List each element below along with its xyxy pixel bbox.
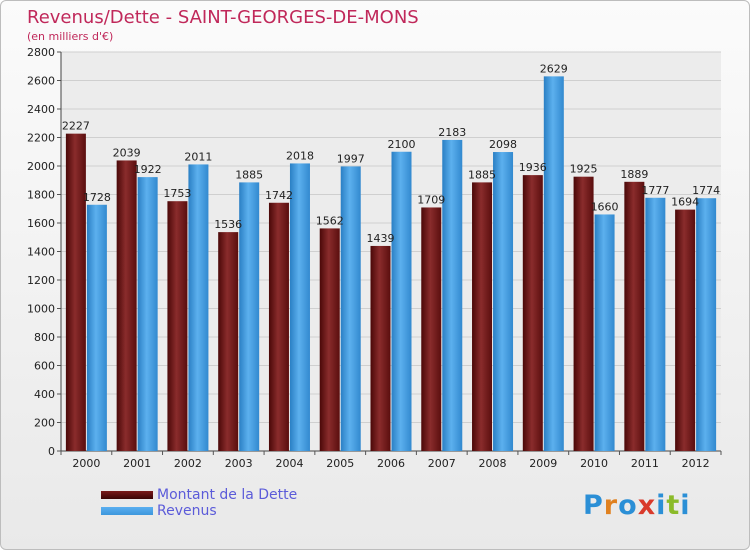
bar-revenus: [86, 204, 107, 451]
logo-letter: t: [666, 490, 681, 521]
chart-subtitle: (en milliers d'€): [27, 30, 114, 43]
bar-revenus: [391, 151, 412, 451]
data-label-revenus: 1728: [83, 191, 111, 204]
data-label-revenus: 1777: [641, 184, 669, 197]
bar-revenus: [696, 198, 717, 451]
data-label-revenus: 2183: [438, 126, 466, 139]
bar-revenus: [239, 182, 260, 451]
y-tick-label: 1000: [27, 303, 55, 316]
bar-dette: [65, 133, 86, 451]
bar-revenus: [340, 166, 361, 452]
y-tick-label: 1600: [27, 217, 55, 230]
bar-dette: [472, 182, 493, 451]
y-tick-label: 200: [34, 417, 55, 430]
data-label-revenus: 1997: [337, 152, 365, 165]
y-tick-label: 2800: [27, 46, 55, 59]
bar-revenus: [543, 76, 564, 452]
data-label-dette: 1925: [570, 163, 598, 176]
y-tick-label: 2000: [27, 160, 55, 173]
bar-dette: [167, 201, 188, 451]
y-tick-label: 2600: [27, 75, 55, 88]
bar-dette: [573, 176, 594, 451]
x-tick-label: 2008: [479, 457, 507, 470]
logo-letter: i: [656, 490, 667, 521]
data-label-revenus: 2018: [286, 149, 314, 162]
y-tick-label: 400: [34, 388, 55, 401]
bar-dette: [218, 232, 239, 451]
y-tick-label: 2200: [27, 132, 55, 145]
y-tick-label: 1200: [27, 274, 55, 287]
data-label-revenus: 2098: [489, 138, 517, 151]
logo-letter: P: [583, 490, 604, 521]
bar-dette: [421, 207, 442, 451]
data-label-dette: 2227: [62, 120, 90, 133]
data-label-dette: 1889: [620, 168, 648, 181]
bar-revenus: [442, 139, 463, 452]
data-label-dette: 1562: [316, 214, 344, 227]
logo-letter: x: [637, 490, 657, 521]
x-tick-label: 2005: [326, 457, 354, 470]
x-tick-label: 2002: [174, 457, 202, 470]
data-label-dette: 1936: [519, 161, 547, 174]
data-label-dette: 1753: [163, 187, 191, 200]
bar-revenus: [645, 197, 666, 451]
data-label-revenus: 1774: [692, 184, 720, 197]
data-label-revenus: 1922: [134, 163, 162, 176]
legend-swatch-dette: [101, 491, 153, 499]
bar-revenus: [289, 163, 310, 451]
bar-dette: [116, 160, 137, 451]
y-tick-label: 0: [48, 445, 55, 458]
x-tick-label: 2000: [72, 457, 100, 470]
logo-letter: r: [603, 490, 619, 521]
data-label-dette: 1439: [367, 232, 395, 245]
x-tick-label: 2012: [682, 457, 710, 470]
y-tick-label: 1800: [27, 189, 55, 202]
bar-revenus: [493, 152, 514, 451]
logo-letter: o: [618, 490, 638, 521]
y-tick-label: 2400: [27, 103, 55, 116]
y-tick-label: 600: [34, 360, 55, 373]
x-tick-label: 2010: [580, 457, 608, 470]
data-label-dette: 2039: [113, 146, 141, 159]
bar-dette: [675, 209, 696, 451]
bar-dette: [370, 245, 391, 451]
x-tick-label: 2009: [529, 457, 557, 470]
legend-swatch-revenus: [101, 507, 153, 515]
legend-label-revenus: Revenus: [157, 503, 217, 519]
data-label-dette: 1885: [468, 168, 496, 181]
data-label-revenus: 1885: [235, 168, 263, 181]
data-label-revenus: 2100: [388, 138, 416, 151]
bar-dette: [624, 181, 645, 451]
x-tick-label: 2006: [377, 457, 405, 470]
data-label-revenus: 1660: [591, 200, 619, 213]
bar-revenus: [594, 214, 615, 451]
logo-letter: i: [680, 490, 691, 521]
chart-title: Revenus/Dette - SAINT-GEORGES-DE-MONS: [27, 7, 419, 28]
data-label-revenus: 2011: [184, 150, 212, 163]
data-label-dette: 1709: [417, 193, 445, 206]
proxiti-logo: Proxiti: [583, 490, 691, 521]
x-tick-label: 2001: [123, 457, 151, 470]
data-label-revenus: 2629: [540, 62, 568, 75]
x-tick-label: 2003: [225, 457, 253, 470]
bar-revenus: [137, 177, 158, 452]
y-tick-label: 1400: [27, 246, 55, 259]
x-tick-label: 2007: [428, 457, 456, 470]
legend-label-dette: Montant de la Dette: [157, 487, 298, 503]
bar-dette: [268, 202, 289, 451]
bar-revenus: [188, 164, 209, 451]
bar-dette: [319, 228, 340, 451]
x-tick-label: 2011: [631, 457, 659, 470]
data-label-dette: 1694: [671, 196, 699, 209]
bar-dette: [522, 175, 543, 451]
x-tick-label: 2004: [275, 457, 303, 470]
y-tick-label: 800: [34, 331, 55, 344]
data-label-dette: 1742: [265, 189, 293, 202]
data-label-dette: 1536: [214, 218, 242, 231]
